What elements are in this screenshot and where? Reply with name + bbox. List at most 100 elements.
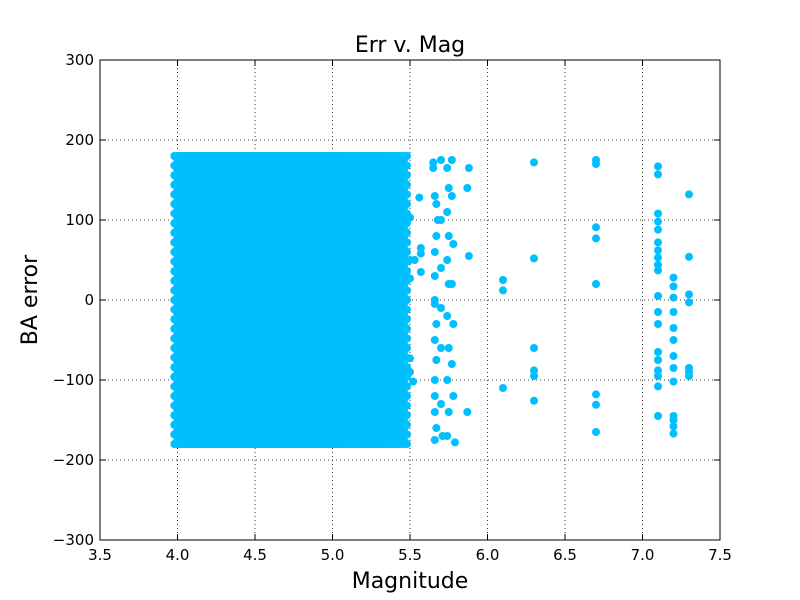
data-point bbox=[430, 192, 439, 200]
data-point bbox=[403, 286, 411, 295]
data-point bbox=[685, 372, 693, 380]
data-point bbox=[403, 382, 411, 391]
data-point bbox=[387, 267, 396, 276]
data-point bbox=[350, 180, 359, 189]
data-point bbox=[430, 336, 439, 344]
data-point bbox=[403, 334, 411, 343]
data-point bbox=[654, 253, 662, 262]
data-point bbox=[350, 267, 359, 276]
dense-point-band bbox=[390, 152, 408, 448]
data-point bbox=[654, 372, 662, 380]
data-point bbox=[654, 356, 662, 364]
data-point bbox=[350, 286, 359, 295]
data-point bbox=[350, 209, 359, 218]
data-point bbox=[387, 430, 396, 439]
data-point bbox=[654, 225, 662, 234]
y-tick-label: 300 bbox=[65, 51, 94, 69]
data-point bbox=[406, 368, 414, 376]
data-point bbox=[430, 272, 439, 280]
data-point bbox=[387, 305, 396, 314]
x-tick-label: 4.5 bbox=[243, 546, 267, 564]
data-point bbox=[429, 158, 438, 167]
data-point bbox=[387, 161, 396, 170]
data-point bbox=[350, 344, 359, 352]
data-point bbox=[170, 248, 179, 256]
data-point bbox=[403, 200, 411, 208]
data-point bbox=[444, 344, 453, 352]
dense-point-band bbox=[353, 152, 393, 448]
data-point bbox=[530, 372, 538, 380]
data-point bbox=[669, 377, 678, 386]
data-point bbox=[443, 164, 452, 172]
x-axis-label: Magnitude bbox=[352, 569, 469, 594]
data-point bbox=[654, 238, 662, 247]
data-point bbox=[403, 315, 411, 324]
data-point bbox=[432, 200, 441, 208]
data-point bbox=[350, 248, 359, 256]
data-point bbox=[464, 252, 473, 260]
data-point bbox=[350, 401, 359, 410]
data-point bbox=[350, 411, 359, 420]
data-point bbox=[350, 363, 359, 372]
data-point bbox=[350, 382, 359, 391]
data-point bbox=[170, 238, 179, 247]
y-tick-label: 100 bbox=[65, 211, 94, 229]
data-point bbox=[432, 356, 441, 364]
data-point bbox=[387, 411, 396, 420]
data-point bbox=[350, 420, 359, 429]
data-point bbox=[387, 238, 396, 247]
data-point bbox=[437, 216, 445, 224]
data-point bbox=[170, 171, 179, 180]
data-point bbox=[416, 268, 425, 276]
data-point bbox=[654, 292, 662, 300]
data-point bbox=[170, 296, 179, 304]
data-point bbox=[592, 160, 600, 168]
data-point bbox=[350, 305, 359, 314]
data-point bbox=[685, 298, 693, 307]
dense-point-band bbox=[173, 152, 356, 448]
data-point bbox=[387, 286, 396, 295]
data-point bbox=[170, 267, 179, 276]
x-tick-label: 4.0 bbox=[166, 546, 190, 564]
x-tick-label: 6.5 bbox=[553, 546, 577, 564]
data-point bbox=[403, 171, 411, 180]
y-tick-label: −300 bbox=[53, 531, 94, 549]
data-point bbox=[350, 334, 359, 343]
data-point bbox=[685, 190, 693, 199]
data-point bbox=[403, 411, 411, 420]
data-point bbox=[530, 158, 538, 167]
data-point bbox=[430, 436, 439, 444]
data-point bbox=[450, 438, 459, 447]
data-point bbox=[464, 164, 473, 172]
data-point bbox=[654, 348, 662, 356]
data-point bbox=[387, 248, 396, 256]
data-point bbox=[669, 282, 678, 291]
data-point bbox=[654, 266, 662, 275]
data-point bbox=[170, 420, 179, 429]
data-point bbox=[350, 238, 359, 247]
data-point bbox=[409, 377, 418, 386]
data-point bbox=[499, 384, 507, 392]
data-point bbox=[387, 363, 396, 372]
data-point bbox=[449, 240, 458, 248]
data-point bbox=[654, 209, 662, 218]
data-point bbox=[437, 264, 445, 272]
data-point bbox=[387, 353, 396, 362]
data-point bbox=[170, 152, 179, 160]
data-point bbox=[350, 353, 359, 362]
data-point bbox=[350, 296, 359, 304]
data-point bbox=[406, 354, 414, 363]
data-point bbox=[403, 296, 411, 304]
data-point bbox=[530, 366, 538, 375]
data-point bbox=[449, 320, 458, 328]
data-point bbox=[654, 308, 662, 316]
data-point bbox=[406, 213, 414, 222]
data-point bbox=[170, 276, 179, 285]
data-point bbox=[449, 392, 458, 400]
data-point bbox=[387, 372, 396, 381]
data-point bbox=[432, 320, 441, 328]
data-point bbox=[170, 305, 179, 314]
data-point bbox=[170, 372, 179, 381]
data-point bbox=[350, 152, 359, 160]
data-point bbox=[430, 300, 439, 308]
